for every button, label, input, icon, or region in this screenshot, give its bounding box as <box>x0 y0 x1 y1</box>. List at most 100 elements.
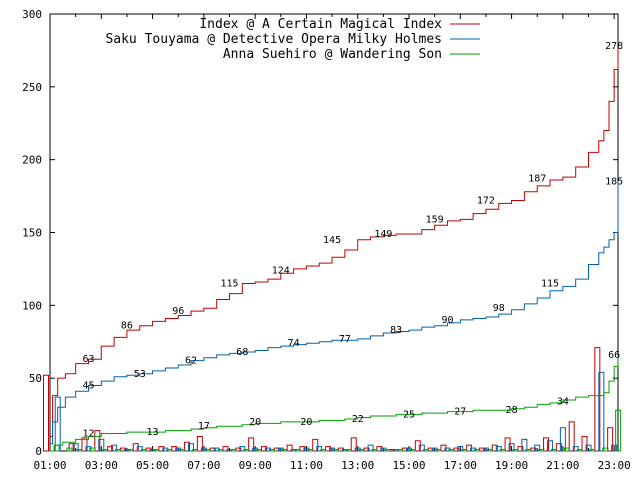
hourly-bar <box>615 409 622 452</box>
hourly-bar <box>598 371 605 452</box>
hourly-bar <box>358 449 365 452</box>
x-tick-label: 05:00 <box>136 459 169 472</box>
y-tick-label: 50 <box>29 372 42 385</box>
data-label: 187 <box>528 174 546 185</box>
data-label: 278 <box>605 41 623 52</box>
hourly-bar <box>422 449 429 452</box>
data-label: 98 <box>493 303 505 314</box>
hourly-bar <box>495 446 502 452</box>
hourly-bar <box>448 449 455 452</box>
legend-entry: Saku Touyama @ Detective Opera Milky Hol… <box>105 32 442 47</box>
data-label: 13 <box>147 427 159 438</box>
hourly-bar <box>384 449 391 452</box>
hourly-bar <box>602 447 609 452</box>
hourly-bar <box>371 449 378 452</box>
y-tick-label: 200 <box>22 154 42 167</box>
hourly-bar <box>555 443 562 452</box>
hourly-bar <box>299 446 306 452</box>
x-tick-label: 13:00 <box>341 459 374 472</box>
hourly-bar <box>188 443 195 452</box>
hourly-bar <box>418 444 425 452</box>
data-label: 159 <box>426 214 444 225</box>
hourly-bar <box>367 444 374 452</box>
hourly-bar <box>486 449 493 452</box>
data-label: 62 <box>185 356 197 367</box>
hourly-bar <box>140 449 147 452</box>
data-label: 34 <box>557 396 569 407</box>
hourly-bar <box>149 449 156 452</box>
hourly-bar <box>204 449 211 452</box>
hourly-bar <box>611 444 618 452</box>
y-tick-label: 300 <box>22 8 42 21</box>
data-label: 172 <box>477 195 495 206</box>
hourly-bar <box>594 347 601 452</box>
data-label: 45 <box>82 380 94 391</box>
hourly-bar <box>89 447 96 452</box>
x-tick-label: 19:00 <box>495 459 528 472</box>
data-label: 149 <box>374 229 392 240</box>
hourly-bar <box>226 449 233 452</box>
hourly-bar <box>196 435 203 452</box>
hourly-bar <box>158 446 165 452</box>
hourly-bar <box>410 449 417 452</box>
hourly-bar <box>248 437 255 452</box>
data-label: 66 <box>608 350 620 361</box>
hourly-bar <box>457 446 464 452</box>
hourly-bar <box>268 449 275 452</box>
hourly-bar <box>294 449 301 452</box>
x-tick-label: 15:00 <box>392 459 425 472</box>
hourly-bar <box>230 449 237 452</box>
hourly-bar <box>184 441 191 452</box>
data-label: 22 <box>352 414 364 425</box>
plot-frame <box>49 13 619 452</box>
hourly-bar <box>111 444 118 452</box>
hourly-bar <box>43 374 49 452</box>
hourly-bar <box>239 446 246 452</box>
data-label: 68 <box>236 347 248 358</box>
data-label: 20 <box>249 417 261 428</box>
hourly-bar <box>572 446 579 452</box>
y-tick-label: 100 <box>22 299 42 312</box>
hourly-bar <box>85 446 92 452</box>
hourly-bar <box>589 449 596 452</box>
hourly-bar <box>286 444 293 452</box>
hourly-bar <box>115 449 122 452</box>
hourly-bar <box>102 449 109 452</box>
hourly-bar <box>345 449 352 452</box>
hourly-bar <box>333 449 340 452</box>
data-label: 25 <box>403 410 415 421</box>
hourly-bar <box>312 438 319 452</box>
hourly-bar <box>123 449 130 452</box>
data-label: 90 <box>441 315 453 326</box>
hourly-bar <box>474 449 481 452</box>
x-tick-label: 07:00 <box>187 459 220 472</box>
data-label: 28 <box>506 405 518 416</box>
hourly-bar <box>504 437 511 452</box>
data-label: 74 <box>288 338 300 349</box>
data-label: 115 <box>541 278 559 289</box>
hourly-bar <box>171 446 178 452</box>
hourly-bar <box>81 437 88 452</box>
hourly-bar <box>192 449 199 452</box>
hourly-bar <box>521 438 528 452</box>
cumulative-line <box>50 181 619 445</box>
hourly-bar <box>435 449 442 452</box>
hourly-bar <box>491 444 498 452</box>
x-tick-label: 01:00 <box>33 459 66 472</box>
hourly-bar <box>281 449 288 452</box>
data-label: 185 <box>605 177 623 188</box>
hourly-bar <box>243 449 250 452</box>
hourly-bar <box>512 449 519 452</box>
hourly-bar <box>414 440 421 452</box>
hourly-bar <box>461 449 468 452</box>
hourly-bar <box>393 449 400 452</box>
hourly-bar <box>72 443 79 452</box>
data-label: 96 <box>172 306 184 317</box>
hourly-bar <box>98 438 105 452</box>
data-label: 53 <box>134 369 146 380</box>
hourly-bar <box>54 396 61 452</box>
data-label: 77 <box>339 334 351 345</box>
hourly-bar <box>320 449 327 452</box>
